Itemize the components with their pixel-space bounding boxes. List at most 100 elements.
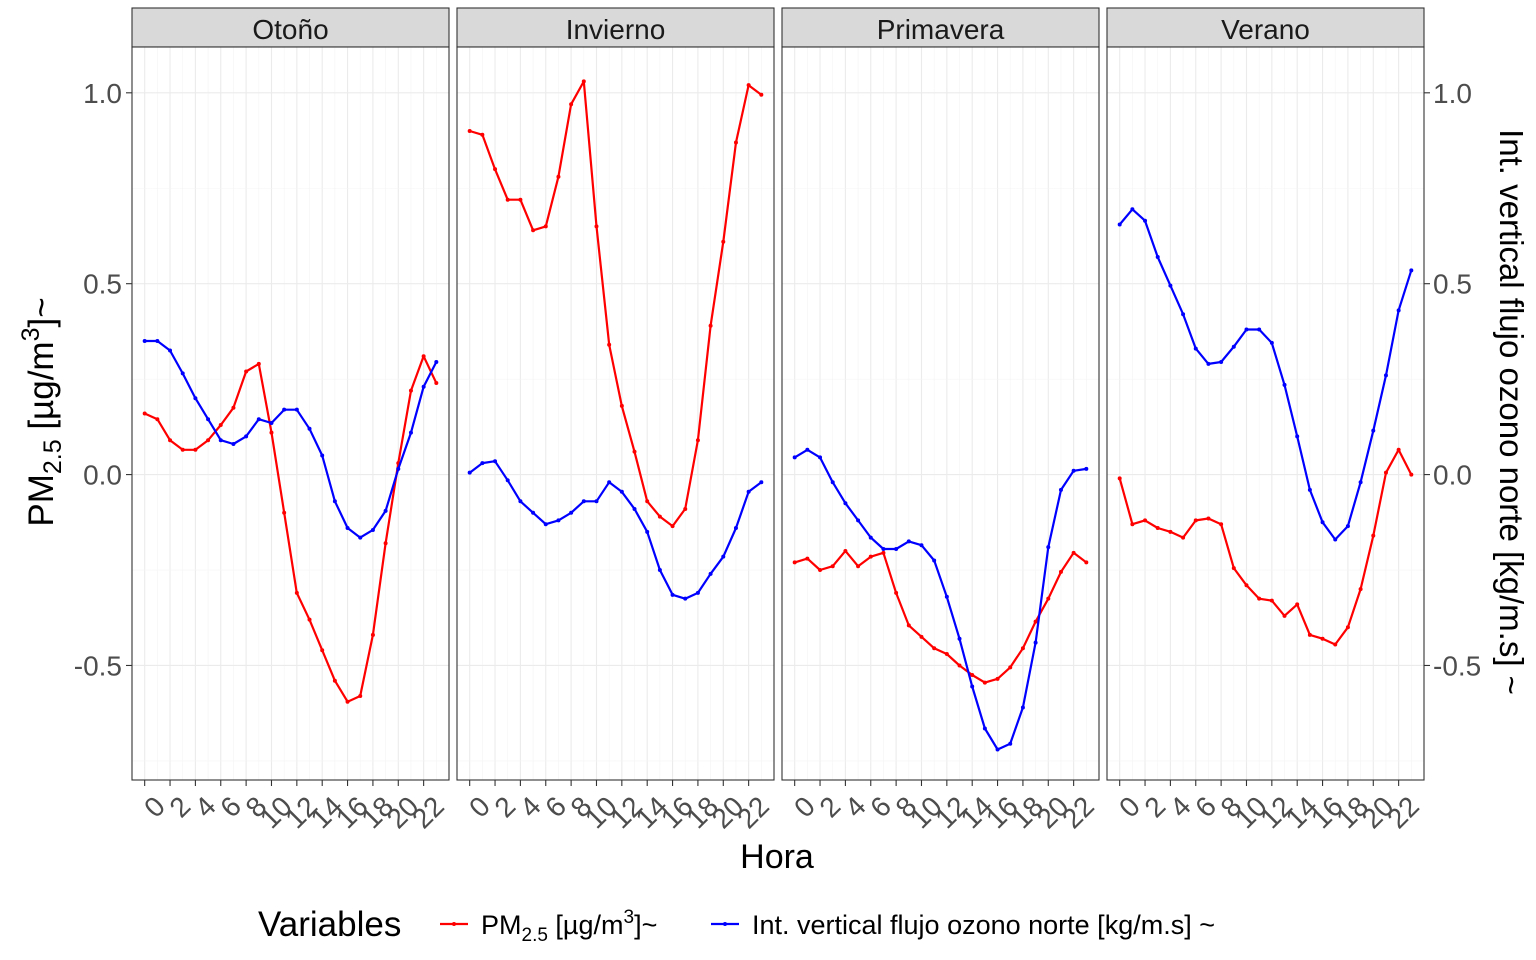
data-point-pm bbox=[1193, 518, 1198, 523]
data-point-pm bbox=[733, 140, 738, 145]
data-point-pm bbox=[581, 79, 586, 84]
data-point-flux bbox=[231, 442, 236, 447]
x-tick-label: 2 bbox=[813, 790, 846, 823]
legend-key-flux-point bbox=[723, 922, 727, 926]
panel-background bbox=[132, 47, 449, 780]
data-point-flux bbox=[358, 535, 363, 540]
x-tick-label: 6 bbox=[214, 790, 247, 823]
data-point-pm bbox=[1371, 533, 1376, 538]
facet-panels: Otoño0246810121416182022Invierno02468101… bbox=[131, 7, 1425, 834]
data-point-flux bbox=[683, 596, 688, 601]
data-point-flux bbox=[408, 430, 413, 435]
x-tick-label: 22 bbox=[1381, 790, 1425, 834]
data-point-flux bbox=[1206, 361, 1211, 366]
data-point-pm bbox=[206, 438, 211, 443]
y-axis-left: 1.0 0.5 0.0 -0.5 bbox=[74, 78, 132, 681]
data-point-flux bbox=[746, 489, 751, 494]
data-point-flux bbox=[168, 348, 173, 353]
panel-border bbox=[1106, 46, 1425, 781]
data-point-flux bbox=[843, 501, 848, 506]
data-point-pm bbox=[982, 680, 987, 685]
data-point-flux bbox=[480, 461, 485, 466]
data-point-flux bbox=[619, 489, 624, 494]
data-point-pm bbox=[408, 388, 413, 393]
data-point-flux bbox=[632, 506, 637, 511]
data-point-pm bbox=[1345, 625, 1350, 630]
data-point-pm bbox=[480, 132, 485, 137]
facet-strip bbox=[456, 7, 775, 48]
data-point-flux bbox=[1358, 480, 1363, 485]
data-point-pm bbox=[569, 102, 574, 107]
data-point-pm bbox=[543, 224, 548, 229]
data-point-flux bbox=[531, 510, 536, 515]
data-point-flux bbox=[1396, 308, 1401, 313]
data-point-pm bbox=[1409, 472, 1414, 477]
data-point-pm bbox=[607, 342, 612, 347]
y-axis-title: PM2.5 [µg/m3]~ bbox=[17, 297, 67, 526]
data-point-pm bbox=[1155, 526, 1160, 531]
series-line-pm bbox=[794, 549, 1087, 684]
data-point-flux bbox=[556, 518, 561, 523]
data-point-pm bbox=[556, 174, 561, 179]
data-point-pm bbox=[594, 224, 599, 229]
y-axis-right: 1.0 0.5 0.0 -0.5 bbox=[1424, 78, 1481, 681]
data-point-pm bbox=[531, 228, 536, 233]
data-point-pm bbox=[269, 430, 274, 435]
data-point-flux bbox=[1307, 487, 1312, 492]
data-point-pm bbox=[282, 510, 287, 515]
data-point-pm bbox=[1143, 518, 1148, 523]
facet-label: Invierno bbox=[566, 14, 666, 45]
data-point-flux bbox=[1257, 327, 1262, 332]
y-axis-title-subscript: 2.5 bbox=[39, 439, 67, 474]
data-point-pm bbox=[218, 422, 223, 427]
data-point-flux bbox=[868, 535, 873, 540]
data-point-pm bbox=[155, 417, 160, 422]
data-point-pm bbox=[1008, 665, 1013, 670]
data-point-pm bbox=[1333, 642, 1338, 647]
data-point-flux bbox=[919, 543, 924, 548]
data-point-pm bbox=[1117, 476, 1122, 481]
data-point-flux bbox=[206, 417, 211, 422]
y-tick-label: 0.0 bbox=[83, 460, 122, 491]
data-point-pm bbox=[746, 83, 751, 88]
y2-tick-label: -0.5 bbox=[1433, 650, 1481, 681]
data-point-pm bbox=[759, 92, 764, 97]
series-line-flux bbox=[794, 448, 1087, 751]
data-point-pm bbox=[383, 541, 388, 546]
data-point-pm bbox=[1219, 522, 1224, 527]
data-point-flux bbox=[256, 417, 261, 422]
data-point-flux bbox=[1244, 327, 1249, 332]
data-point-pm bbox=[244, 369, 249, 374]
secondary-y-axis-title: Int. vertical flujo ozono norte [kg/m.s]… bbox=[1493, 129, 1530, 695]
data-point-flux bbox=[733, 526, 738, 531]
data-point-flux bbox=[759, 480, 764, 485]
data-point-pm bbox=[1071, 550, 1076, 555]
data-point-pm bbox=[358, 694, 363, 699]
data-point-flux bbox=[818, 455, 823, 460]
series-line-pm bbox=[1118, 448, 1413, 646]
data-point-flux bbox=[995, 747, 1000, 752]
data-point-flux bbox=[383, 508, 388, 513]
data-point-flux bbox=[244, 434, 249, 439]
data-point-pm bbox=[493, 167, 498, 172]
data-point-flux bbox=[569, 510, 574, 515]
data-point-pm bbox=[721, 239, 726, 244]
y2-tick-label: 0.0 bbox=[1433, 460, 1472, 491]
data-point-pm bbox=[970, 673, 975, 678]
data-point-pm bbox=[434, 380, 439, 385]
data-point-pm bbox=[881, 550, 886, 555]
data-point-pm bbox=[332, 678, 337, 683]
data-point-flux bbox=[467, 470, 472, 475]
y-tick-label: 0.5 bbox=[83, 269, 122, 300]
y-axis-title-unit: [µg/m bbox=[22, 341, 61, 439]
data-point-flux bbox=[1020, 705, 1025, 710]
x-tick-label: 22 bbox=[406, 790, 450, 834]
x-tick-label: 0 bbox=[788, 790, 821, 823]
data-point-flux bbox=[1046, 545, 1051, 550]
y-axis-title-main: PM bbox=[22, 474, 61, 527]
data-point-pm bbox=[421, 354, 426, 359]
